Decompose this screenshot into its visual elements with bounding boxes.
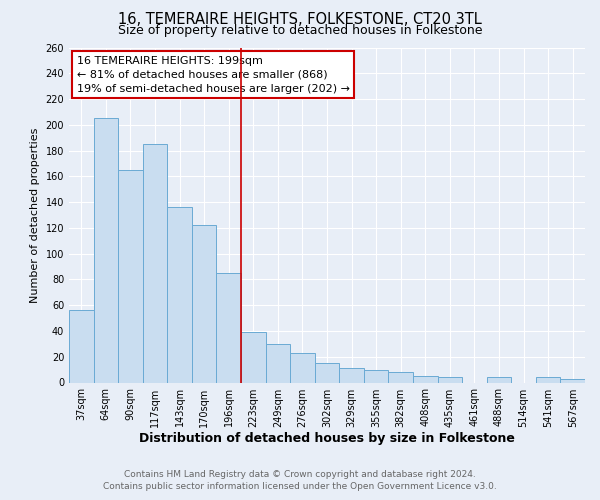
Bar — [487, 378, 511, 382]
Bar — [118, 170, 143, 382]
Bar — [192, 226, 217, 382]
X-axis label: Distribution of detached houses by size in Folkestone: Distribution of detached houses by size … — [139, 432, 515, 446]
Bar — [217, 273, 241, 382]
Bar — [388, 372, 413, 382]
Bar — [290, 353, 315, 382]
Bar — [413, 376, 437, 382]
Y-axis label: Number of detached properties: Number of detached properties — [30, 128, 40, 302]
Bar — [364, 370, 388, 382]
Bar — [536, 378, 560, 382]
Bar — [69, 310, 94, 382]
Text: Contains HM Land Registry data © Crown copyright and database right 2024.
Contai: Contains HM Land Registry data © Crown c… — [103, 470, 497, 491]
Text: Size of property relative to detached houses in Folkestone: Size of property relative to detached ho… — [118, 24, 482, 37]
Bar — [339, 368, 364, 382]
Bar — [437, 378, 462, 382]
Text: 16, TEMERAIRE HEIGHTS, FOLKESTONE, CT20 3TL: 16, TEMERAIRE HEIGHTS, FOLKESTONE, CT20 … — [118, 12, 482, 28]
Bar — [560, 378, 585, 382]
Text: 16 TEMERAIRE HEIGHTS: 199sqm
← 81% of detached houses are smaller (868)
19% of s: 16 TEMERAIRE HEIGHTS: 199sqm ← 81% of de… — [77, 56, 350, 94]
Bar — [315, 363, 339, 382]
Bar — [167, 208, 192, 382]
Bar — [143, 144, 167, 382]
Bar — [241, 332, 266, 382]
Bar — [94, 118, 118, 382]
Bar — [266, 344, 290, 383]
